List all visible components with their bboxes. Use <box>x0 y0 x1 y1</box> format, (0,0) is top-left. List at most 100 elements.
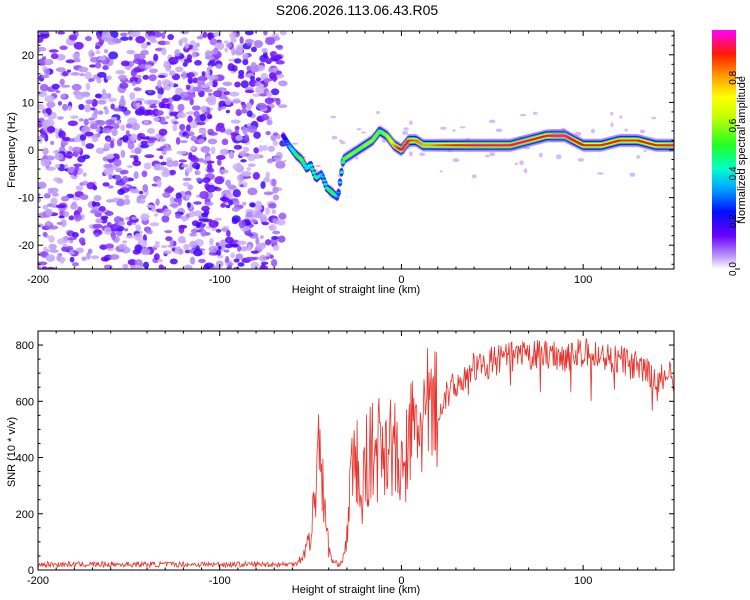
spectrogram-noise-blob <box>264 97 274 105</box>
spectrogram-noise-blob <box>193 201 202 205</box>
spectrogram-noise-blob <box>135 224 141 232</box>
spectrogram-noise-blob <box>166 159 175 168</box>
spectrogram-noise-blob <box>242 126 248 135</box>
spectrogram-noise-blob <box>56 178 64 184</box>
spectrogram-noise-blob <box>248 79 257 87</box>
spectrogram-noise-blob <box>234 58 242 64</box>
spectrogram-noise-blob <box>71 262 79 267</box>
spectrogram-noise-blob <box>140 136 150 140</box>
spectrogram-noise-blob <box>237 262 245 267</box>
spectrogram-noise-blob <box>179 123 186 131</box>
spectrogram-noise-blob <box>207 138 218 145</box>
spectrogram-noise-blob <box>275 60 285 65</box>
spectrogram-noise-blob <box>197 138 205 144</box>
spectrogram-noise-blob <box>212 79 218 88</box>
spectrogram-noise-blob <box>89 209 100 214</box>
spectrogram-noise-blob <box>215 125 221 132</box>
spectrogram-noise-blob <box>206 114 213 120</box>
spectrogram-ridge-cell <box>286 144 292 147</box>
spectrogram-noise-blob <box>272 230 281 235</box>
spectrogram-ridge-cell <box>385 136 391 139</box>
spectrogram-noise-blob <box>247 125 258 133</box>
colorbar-tick-label: 0.6 <box>728 118 739 132</box>
spectrogram-noise-blob <box>225 204 231 209</box>
spectrogram-noise-blob <box>169 258 178 265</box>
spectrogram-noise-blob <box>260 181 266 189</box>
spectrogram-noise-blob <box>238 69 245 76</box>
spectrogram-noise-blob <box>147 140 156 144</box>
spectrogram-noise-blob <box>259 83 264 90</box>
spectrogram-noise-blob <box>225 179 232 187</box>
spectrogram-noise-blob <box>222 81 233 87</box>
spectrogram-noise-blob <box>198 258 206 264</box>
spectrogram-noise-blob <box>226 230 231 237</box>
spectrogram-noise-blob <box>66 69 71 73</box>
spectrogram-noise-blob <box>250 64 260 73</box>
spectrogram-noise-blob <box>187 115 193 124</box>
spectrogram-noise-blob <box>188 152 193 158</box>
spectrogram-noise-blob <box>227 184 237 190</box>
spectrogram-noise-blob <box>149 104 157 109</box>
spectrogram-noise-blob <box>205 156 212 161</box>
spectrogram-noise-blob <box>130 190 140 194</box>
spectrogram-noise-blob <box>85 143 95 149</box>
spectrogram-noise-blob <box>256 102 267 110</box>
spectrogram-ridge-cell <box>404 141 410 144</box>
spectrogram-noise-blob <box>107 41 117 45</box>
spectrogram-noise-blob <box>54 152 64 161</box>
spectrogram-noise-blob <box>55 53 66 61</box>
spectrogram-noise-blob <box>261 221 270 226</box>
spectrogram-noise-blob <box>90 56 100 63</box>
spectrogram-noise-blob <box>54 163 60 169</box>
spectrogram-noise-blob <box>283 159 287 163</box>
spectrogram-noise-blob <box>56 116 64 120</box>
spectrogram-noise-blob <box>266 159 274 164</box>
spectrogram-noise-blob <box>43 112 48 118</box>
spectrogram-noise-blob <box>208 59 216 64</box>
spectrogram-noise-blob <box>183 243 190 251</box>
spectrogram-noise-blob <box>103 143 111 151</box>
spectrogram-noise-blob <box>212 90 223 98</box>
spectrogram-noise-blob <box>38 31 42 35</box>
spectrogram-xtick-label: 0 <box>398 274 404 286</box>
spectrogram-noise-blob <box>151 206 156 213</box>
spectrogram-noise-blob <box>133 58 143 64</box>
spectrogram-noise-blob <box>577 158 585 162</box>
snr-xtick-label: 100 <box>574 575 592 587</box>
spectrogram-noise-blob <box>251 219 258 224</box>
spectrogram-noise-blob <box>216 249 222 256</box>
spectrogram-noise-blob <box>488 119 496 123</box>
spectrogram-noise-blob <box>452 158 460 163</box>
spectrogram-noise-blob <box>220 227 229 232</box>
spectrogram-noise-blob <box>146 109 154 116</box>
spectrogram-noise-blob <box>121 240 128 244</box>
spectrogram-noise-blob <box>276 219 286 226</box>
spectrogram-noise-blob <box>278 212 287 220</box>
spectrogram-noise-blob <box>77 206 83 214</box>
spectrogram-noise-blob <box>262 144 268 151</box>
spectrogram-noise-blob <box>275 70 283 75</box>
spectrogram-noise-blob <box>133 87 142 92</box>
spectrogram-noise-blob <box>43 193 51 199</box>
spectrogram-noise-blob <box>91 137 99 143</box>
spectrogram-noise-blob <box>129 76 139 83</box>
spectrogram-noise-blob <box>120 32 128 37</box>
spectrogram-noise-blob <box>195 177 203 182</box>
spectrogram-noise-blob <box>165 236 172 242</box>
spectrogram-noise-blob <box>278 80 288 87</box>
snr-panel: -200 -100 0 100 0 200 400 600 800 Height of stra… <box>6 330 675 596</box>
spectrogram-ridge-cell <box>321 179 327 182</box>
spectrogram-noise-blob <box>242 52 249 60</box>
spectrogram-noise-blob <box>155 208 162 212</box>
spectrogram-noise-blob <box>440 126 447 130</box>
spectrogram-noise-blob <box>157 79 162 88</box>
spectrogram-noise-blob <box>73 214 83 221</box>
spectrogram-noise-blob <box>249 202 256 208</box>
spectrogram-ridge-cell <box>387 138 392 141</box>
spectrogram-noise-blob <box>191 51 196 58</box>
snr-xtick-label: 0 <box>398 575 404 587</box>
spectrogram-ridge-cell <box>371 138 376 141</box>
spectrogram-noise-blob <box>103 264 113 269</box>
spectrogram-noise-blob <box>223 91 231 96</box>
spectrogram-noise-blob <box>157 74 166 78</box>
